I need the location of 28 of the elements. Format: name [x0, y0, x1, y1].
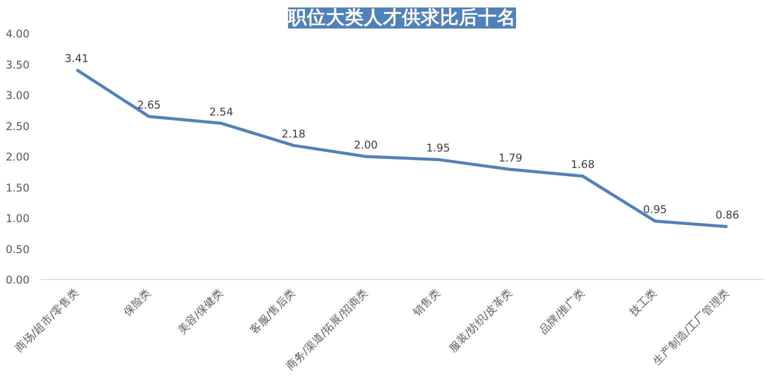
x-tick-label: 客服/售后类: [248, 286, 298, 337]
text: 3.41: [64, 52, 89, 65]
x-tick-label: 保险类: [121, 286, 154, 318]
y-tick-label: 0.50: [6, 242, 30, 256]
y-tick-label: 1.50: [6, 181, 30, 194]
y-tick-label: 0.00: [6, 274, 30, 286]
y-tick-label: 4.00: [6, 28, 30, 40]
chart-title: 职位大类人才供求比后十名: [287, 6, 516, 28]
text: 1.68: [570, 158, 595, 172]
text: 2.54: [209, 105, 234, 118]
y-tick-label: 3.00: [6, 89, 30, 102]
y-tick-label: 1.00: [6, 212, 30, 225]
text: 2.00: [354, 138, 378, 152]
y-tick-label: 3.50: [6, 58, 30, 72]
x-tick-label: 品牌/推广类: [536, 286, 588, 337]
text: 2.18: [282, 127, 306, 140]
text: 1.95: [426, 142, 450, 155]
x-tick-label: 技工类: [626, 286, 660, 320]
x-tick-label: 服装/纺织/皮革类: [446, 286, 516, 355]
y-tick-label: 2.00: [6, 150, 30, 164]
x-tick-label: 美容/保健类: [175, 286, 226, 337]
x-tick-label: 销售类: [410, 286, 443, 320]
y-tick-label: 2.50: [6, 120, 30, 133]
text: 1.79: [498, 151, 522, 164]
text: 0.86: [715, 208, 740, 222]
x-tick-label: 商场/超市/零售类: [12, 286, 82, 355]
text: 0.95: [643, 203, 667, 216]
text: 2.65: [137, 98, 161, 112]
